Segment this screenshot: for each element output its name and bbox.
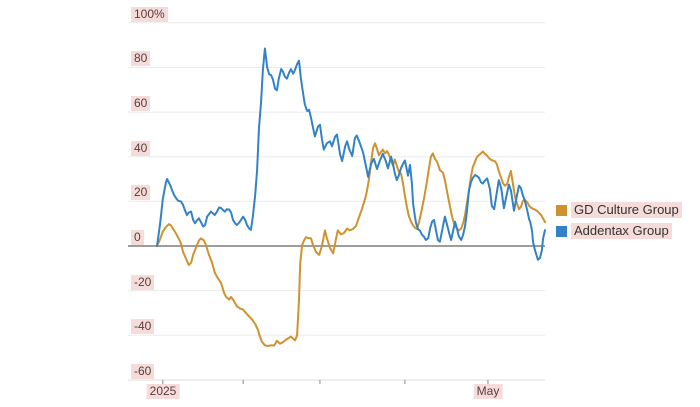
series-line-gd-culture-group [156,142,546,347]
legend: GD Culture Group Addentax Group [556,202,682,244]
y-axis-label-40: 40 [131,140,151,156]
y-axis-label-100pct: 100% [131,6,168,22]
y-axis-label-0: 0 [131,229,144,245]
y-axis-label-60: 60 [131,96,151,112]
gd-culture-group-swatch-icon [556,204,567,216]
legend-label: Addentax Group [571,223,672,239]
y-axis-label-20: 20 [131,185,151,201]
legend-label: GD Culture Group [571,202,682,218]
x-axis-label-2025: 2025 [146,384,180,399]
legend-item-addentax-group[interactable]: Addentax Group [556,223,682,239]
y-axis-label--40: -40 [131,319,155,335]
legend-item-gd-culture-group[interactable]: GD Culture Group [556,202,682,218]
y-axis-label-80: 80 [131,51,151,67]
series-line-addentax-group [156,47,546,261]
x-axis-label-may: May [473,384,503,399]
y-axis-label--20: -20 [131,274,155,290]
addentax-group-swatch-icon [556,225,567,237]
y-axis-label--60: -60 [131,363,155,379]
